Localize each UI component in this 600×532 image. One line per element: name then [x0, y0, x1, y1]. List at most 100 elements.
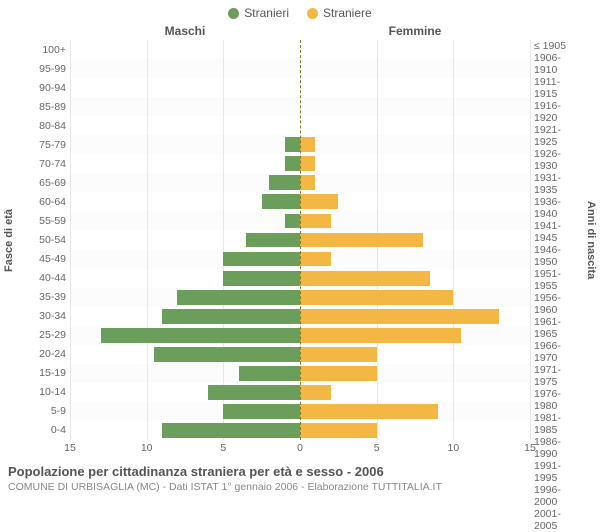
- year-tick: 1991-1995: [530, 460, 582, 484]
- bar-male: [285, 156, 300, 171]
- age-tick: 95-99: [18, 59, 70, 78]
- age-tick: 45-49: [18, 250, 70, 269]
- bar-female: [300, 385, 331, 400]
- age-tick: 0-4: [18, 421, 70, 440]
- x-tick: 5: [374, 442, 380, 454]
- year-tick: 1956-1960: [530, 292, 582, 316]
- bar-female: [300, 175, 315, 190]
- bar-female: [300, 252, 331, 267]
- age-tick: 60-64: [18, 192, 70, 211]
- y-left-axis-label: Fasce di età: [0, 40, 18, 440]
- year-tick: 1981-1985: [530, 412, 582, 436]
- legend-item-female: Straniere: [307, 6, 372, 20]
- bar-female: [300, 404, 438, 419]
- legend: Stranieri Straniere: [0, 0, 600, 22]
- pyramid-chart: Fasce di età 100+95-9990-9485-8980-8475-…: [0, 40, 600, 440]
- year-tick: 1966-1970: [530, 340, 582, 364]
- plot-area: [70, 40, 530, 440]
- year-tick: ≤ 1905: [530, 40, 582, 52]
- year-tick: 1946-1950: [530, 244, 582, 268]
- bar-male: [101, 328, 300, 343]
- year-tick: 1911-1915: [530, 76, 582, 100]
- chart-footer: Popolazione per cittadinanza straniera p…: [0, 458, 600, 493]
- bar-male: [223, 252, 300, 267]
- bar-female: [300, 366, 377, 381]
- bar-male: [208, 385, 300, 400]
- column-titles: Maschi Femmine: [0, 22, 600, 40]
- bar-female: [300, 347, 377, 362]
- year-tick: 1921-1925: [530, 124, 582, 148]
- year-tick: 1926-1930: [530, 148, 582, 172]
- year-ticks-right: ≤ 19051906-19101911-19151916-19201921-19…: [530, 40, 582, 440]
- year-tick: 1961-1965: [530, 316, 582, 340]
- swatch-female: [307, 8, 318, 19]
- age-tick: 25-29: [18, 326, 70, 345]
- age-tick: 90-94: [18, 78, 70, 97]
- x-tick: 10: [141, 442, 153, 454]
- age-tick: 10-14: [18, 383, 70, 402]
- bar-female: [300, 290, 453, 305]
- legend-label-male: Stranieri: [244, 6, 289, 20]
- swatch-male: [228, 8, 239, 19]
- x-tick: 5: [220, 442, 226, 454]
- x-axis: 15 10 5 0 5 10 15: [0, 440, 600, 458]
- year-tick: 1936-1940: [530, 196, 582, 220]
- age-tick: 35-39: [18, 288, 70, 307]
- bar-female: [300, 328, 461, 343]
- bar-female: [300, 214, 331, 229]
- title-female: Femmine: [300, 24, 530, 38]
- bar-male: [177, 290, 300, 305]
- year-tick: 1976-1980: [530, 388, 582, 412]
- x-axis-ticks: 15105051015: [70, 440, 530, 458]
- bar-female: [300, 423, 377, 438]
- age-tick: 75-79: [18, 135, 70, 154]
- year-tick: 1931-1935: [530, 172, 582, 196]
- gridline: [530, 40, 531, 440]
- age-tick: 80-84: [18, 116, 70, 135]
- title-male: Maschi: [70, 24, 300, 38]
- legend-label-female: Straniere: [323, 6, 372, 20]
- bar-male: [223, 271, 300, 286]
- y-right-axis-label: Anni di nascita: [582, 40, 600, 440]
- legend-item-male: Stranieri: [228, 6, 289, 20]
- bar-male: [246, 233, 300, 248]
- x-tick: 10: [447, 442, 459, 454]
- year-tick: 1906-1910: [530, 52, 582, 76]
- footer-subtitle: COMUNE DI URBISAGLIA (MC) - Dati ISTAT 1…: [8, 481, 592, 493]
- bar-male: [223, 404, 300, 419]
- bar-male: [285, 214, 300, 229]
- year-tick: 1951-1955: [530, 268, 582, 292]
- x-tick: 15: [64, 442, 76, 454]
- age-tick: 50-54: [18, 230, 70, 249]
- x-tick: 0: [297, 442, 303, 454]
- year-tick: 1971-1975: [530, 364, 582, 388]
- x-tick: 15: [524, 442, 536, 454]
- bar-female: [300, 271, 430, 286]
- bar-male: [239, 366, 300, 381]
- age-tick: 5-9: [18, 402, 70, 421]
- bar-male: [162, 423, 300, 438]
- age-tick: 85-89: [18, 97, 70, 116]
- age-tick: 15-19: [18, 364, 70, 383]
- age-tick: 100+: [18, 40, 70, 59]
- bar-male: [154, 347, 300, 362]
- bar-male: [262, 194, 300, 209]
- bar-female: [300, 233, 423, 248]
- age-tick: 30-34: [18, 307, 70, 326]
- bar-female: [300, 309, 499, 324]
- bar-male: [285, 137, 300, 152]
- year-tick: 1941-1945: [530, 220, 582, 244]
- center-divider: [300, 40, 301, 440]
- bar-male: [162, 309, 300, 324]
- bar-female: [300, 137, 315, 152]
- age-tick: 55-59: [18, 211, 70, 230]
- age-tick: 20-24: [18, 345, 70, 364]
- age-ticks-left: 100+95-9990-9485-8980-8475-7970-7465-696…: [18, 40, 70, 440]
- bar-male: [269, 175, 300, 190]
- year-tick: 2001-2005: [530, 508, 582, 532]
- age-tick: 65-69: [18, 173, 70, 192]
- year-tick: 1916-1920: [530, 100, 582, 124]
- bar-female: [300, 194, 338, 209]
- bar-female: [300, 156, 315, 171]
- age-tick: 40-44: [18, 269, 70, 288]
